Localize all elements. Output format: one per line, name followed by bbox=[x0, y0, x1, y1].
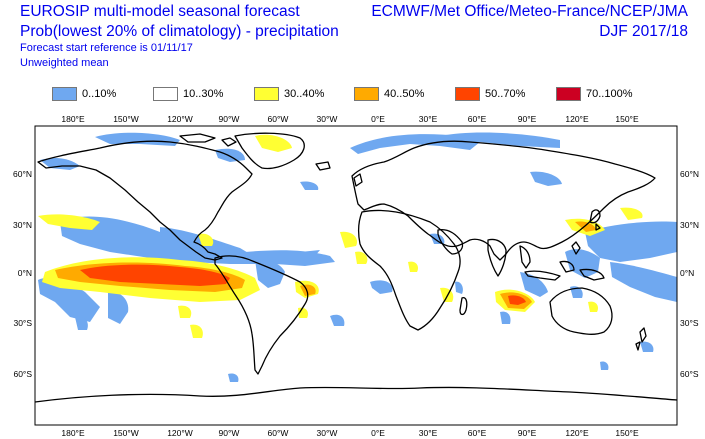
latitude-labels-right: 60°N 30°N 0°N 30°S 60°S bbox=[680, 169, 699, 379]
latitude-labels-left: 60°N 30°N 0°N 30°S 60°S bbox=[13, 169, 32, 379]
legend-swatch bbox=[556, 87, 581, 101]
latitude-label: 30°N bbox=[680, 220, 699, 230]
season-label: DJF 2017/18 bbox=[599, 23, 688, 40]
longitude-label: 120°W bbox=[167, 114, 193, 124]
legend: 0..10% 10..30% 30..40% 40..50% 50..70% 7… bbox=[0, 86, 705, 106]
latitude-label: 60°N bbox=[13, 169, 32, 179]
map-title: EUROSIP multi-model seasonal forecast bbox=[20, 3, 300, 20]
longitude-label: 150°E bbox=[615, 428, 639, 438]
low-probability-regions bbox=[38, 132, 677, 382]
longitude-label: 0°E bbox=[371, 114, 385, 124]
legend-item: 70..100% bbox=[556, 86, 632, 102]
longitude-label: 90°E bbox=[518, 114, 537, 124]
longitude-label: 150°W bbox=[113, 114, 139, 124]
longitude-label: 180°E bbox=[61, 428, 85, 438]
longitude-label: 0°E bbox=[371, 428, 385, 438]
forecast-map: 180°E 150°W 120°W 90°W 60°W 30°W 0°E 30°E 60°E 90… bbox=[13, 114, 699, 438]
high-probability-regions bbox=[80, 264, 526, 305]
longitude-label: 180°E bbox=[61, 114, 85, 124]
coastlines bbox=[34, 132, 678, 403]
map-subtitle: Prob(lowest 20% of climatology) - precip… bbox=[20, 23, 339, 40]
longitude-label: 120°E bbox=[565, 114, 589, 124]
legend-swatch bbox=[354, 87, 379, 101]
legend-swatch bbox=[455, 87, 480, 101]
longitude-label: 60°W bbox=[268, 114, 289, 124]
longitude-label: 30°E bbox=[419, 428, 438, 438]
longitude-label: 150°W bbox=[113, 428, 139, 438]
latitude-label: 30°S bbox=[13, 318, 32, 328]
legend-item: 50..70% bbox=[455, 86, 525, 102]
legend-label: 30..40% bbox=[284, 88, 325, 100]
legend-label: 50..70% bbox=[485, 88, 526, 100]
longitude-labels-top: 180°E 150°W 120°W 90°W 60°W 30°W 0°E 30°E 60°E 90… bbox=[61, 114, 639, 124]
legend-item: 10..30% bbox=[153, 86, 223, 102]
legend-label: 0..10% bbox=[82, 88, 117, 100]
legend-swatch bbox=[52, 87, 77, 101]
legend-item: 0..10% bbox=[52, 86, 116, 102]
longitude-label: 60°E bbox=[468, 428, 487, 438]
longitude-label: 120°W bbox=[167, 428, 193, 438]
longitude-label: 30°W bbox=[317, 114, 338, 124]
legend-item: 40..50% bbox=[354, 86, 424, 102]
latitude-label: 30°S bbox=[680, 318, 699, 328]
latitude-label: 60°S bbox=[13, 369, 32, 379]
latitude-label: 60°N bbox=[680, 169, 699, 179]
longitude-label: 30°W bbox=[317, 428, 338, 438]
legend-label: 40..50% bbox=[384, 88, 425, 100]
forecast-start-note: Forecast start reference is 01/11/17 bbox=[20, 42, 193, 54]
legend-swatch bbox=[153, 87, 178, 101]
longitude-label: 90°W bbox=[219, 428, 240, 438]
legend-label: 70..100% bbox=[586, 88, 633, 100]
longitude-labels-bottom: 180°E 150°W 120°W 90°W 60°W 30°W 0°E 30°E 60°E 90… bbox=[61, 428, 639, 438]
legend-swatch bbox=[254, 87, 279, 101]
weighting-note: Unweighted mean bbox=[20, 57, 109, 69]
longitude-label: 150°E bbox=[615, 114, 639, 124]
longitude-label: 90°E bbox=[518, 428, 537, 438]
latitude-label: 0°N bbox=[18, 268, 32, 278]
legend-label: 10..30% bbox=[183, 88, 224, 100]
longitude-label: 120°E bbox=[565, 428, 589, 438]
longitude-label: 60°E bbox=[468, 114, 487, 124]
longitude-label: 30°E bbox=[419, 114, 438, 124]
longitude-label: 60°W bbox=[268, 428, 289, 438]
latitude-label: 0°N bbox=[680, 268, 694, 278]
centres-label: ECMWF/Met Office/Meteo-France/NCEP/JMA bbox=[371, 3, 688, 20]
map-border bbox=[34, 125, 678, 426]
latitude-label: 60°S bbox=[680, 369, 699, 379]
longitude-label: 90°W bbox=[219, 114, 240, 124]
latitude-label: 30°N bbox=[13, 220, 32, 230]
legend-item: 30..40% bbox=[254, 86, 324, 102]
